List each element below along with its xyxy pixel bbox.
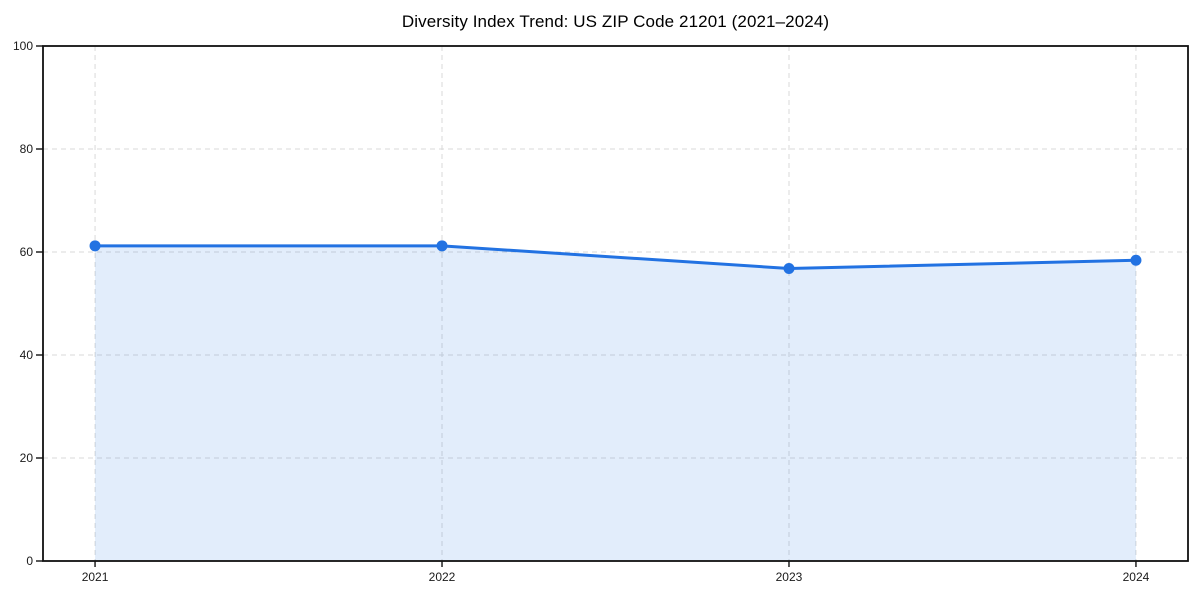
area-fill [95, 245, 1136, 561]
x-tick-label: 2023 [776, 570, 803, 584]
data-point-2021 [89, 240, 101, 252]
y-tick-label: 20 [20, 451, 34, 465]
trend-line [93, 244, 1138, 270]
axis-box [42, 45, 1189, 562]
y-tick-label: 40 [20, 348, 34, 362]
y-tick-label: 60 [20, 245, 34, 259]
data-point-2023 [783, 262, 795, 274]
chart-title: Diversity Index Trend: US ZIP Code 21201… [401, 12, 830, 31]
y-tick-label: 100 [13, 39, 33, 53]
x-tick-label: 2022 [429, 570, 456, 584]
data-point-2024 [1130, 254, 1142, 266]
y-tick-label: 0 [26, 554, 33, 568]
x-tick-label: 2021 [82, 570, 109, 584]
y-tick-label: 80 [20, 142, 34, 156]
x-tick-label: 2024 [1123, 570, 1150, 584]
data-point-2022 [436, 240, 448, 252]
